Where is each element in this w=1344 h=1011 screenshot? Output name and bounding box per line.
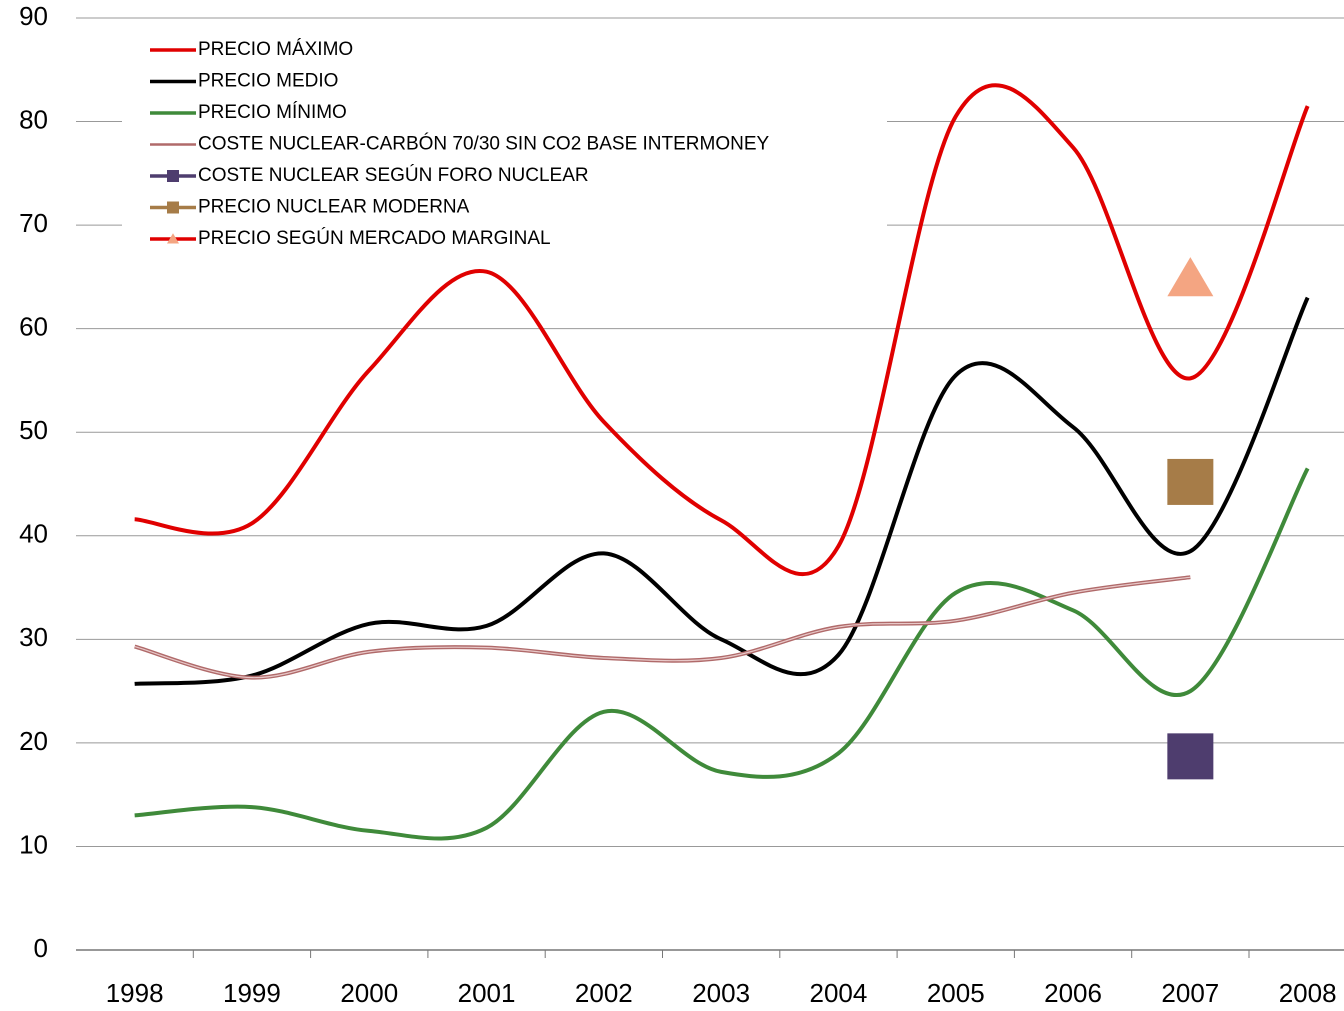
x-tick-label: 2002 — [575, 978, 633, 1008]
y-tick-label: 80 — [19, 104, 48, 134]
y-tick-label: 0 — [34, 933, 48, 963]
x-tick-label: 2006 — [1044, 978, 1102, 1008]
x-tick-label: 2003 — [692, 978, 750, 1008]
data-line-highlight — [134, 576, 1191, 679]
x-tick-label: 2001 — [458, 978, 516, 1008]
y-tick-label: 40 — [19, 519, 48, 549]
x-tick-label: 1999 — [223, 978, 281, 1008]
legend: PRECIO MÁXIMO PRECIO MEDIO PRECIO MÍNIMO CO… — [122, 32, 887, 257]
legend-label: PRECIO SEGÚN MERCADO MARGINAL — [198, 227, 551, 249]
legend-marker — [167, 233, 179, 244]
data-line — [134, 83, 1310, 576]
legend-box — [122, 32, 887, 257]
x-tick-label: 2004 — [810, 978, 868, 1008]
y-tick-label: 60 — [19, 312, 48, 342]
x-tick-label: 2008 — [1279, 978, 1337, 1008]
legend-marker — [167, 170, 179, 182]
y-tick-label: 50 — [19, 415, 48, 445]
legend-label: PRECIO MÍNIMO — [198, 102, 347, 123]
legend-label: PRECIO NUCLEAR MODERNA — [198, 197, 470, 218]
y-tick-label: 90 — [19, 1, 48, 31]
data-point — [1167, 257, 1214, 297]
legend-label: PRECIO MÁXIMO — [198, 39, 353, 60]
data-point — [1167, 458, 1214, 505]
y-tick-label: 20 — [19, 726, 48, 756]
data-point — [1167, 733, 1214, 780]
legend-marker — [167, 201, 179, 214]
y-tick-label: 10 — [19, 829, 48, 859]
x-tick-label: 2000 — [340, 978, 398, 1008]
legend-label: COSTE NUCLEAR SEGÚN FORO NUCLEAR — [198, 164, 589, 186]
y-tick-label: 30 — [19, 622, 48, 652]
legend-label: COSTE NUCLEAR-CARBÓN 70/30 SIN CO2 BASE … — [198, 133, 770, 155]
data-line — [134, 296, 1310, 686]
y-tick-label: 70 — [19, 208, 48, 238]
x-tick-label: 2005 — [927, 978, 985, 1008]
legend-label: PRECIO MEDIO — [198, 71, 338, 92]
x-tick-label: 2007 — [1161, 978, 1219, 1008]
x-tick-label: 1998 — [106, 978, 164, 1008]
data-line — [134, 467, 1310, 841]
